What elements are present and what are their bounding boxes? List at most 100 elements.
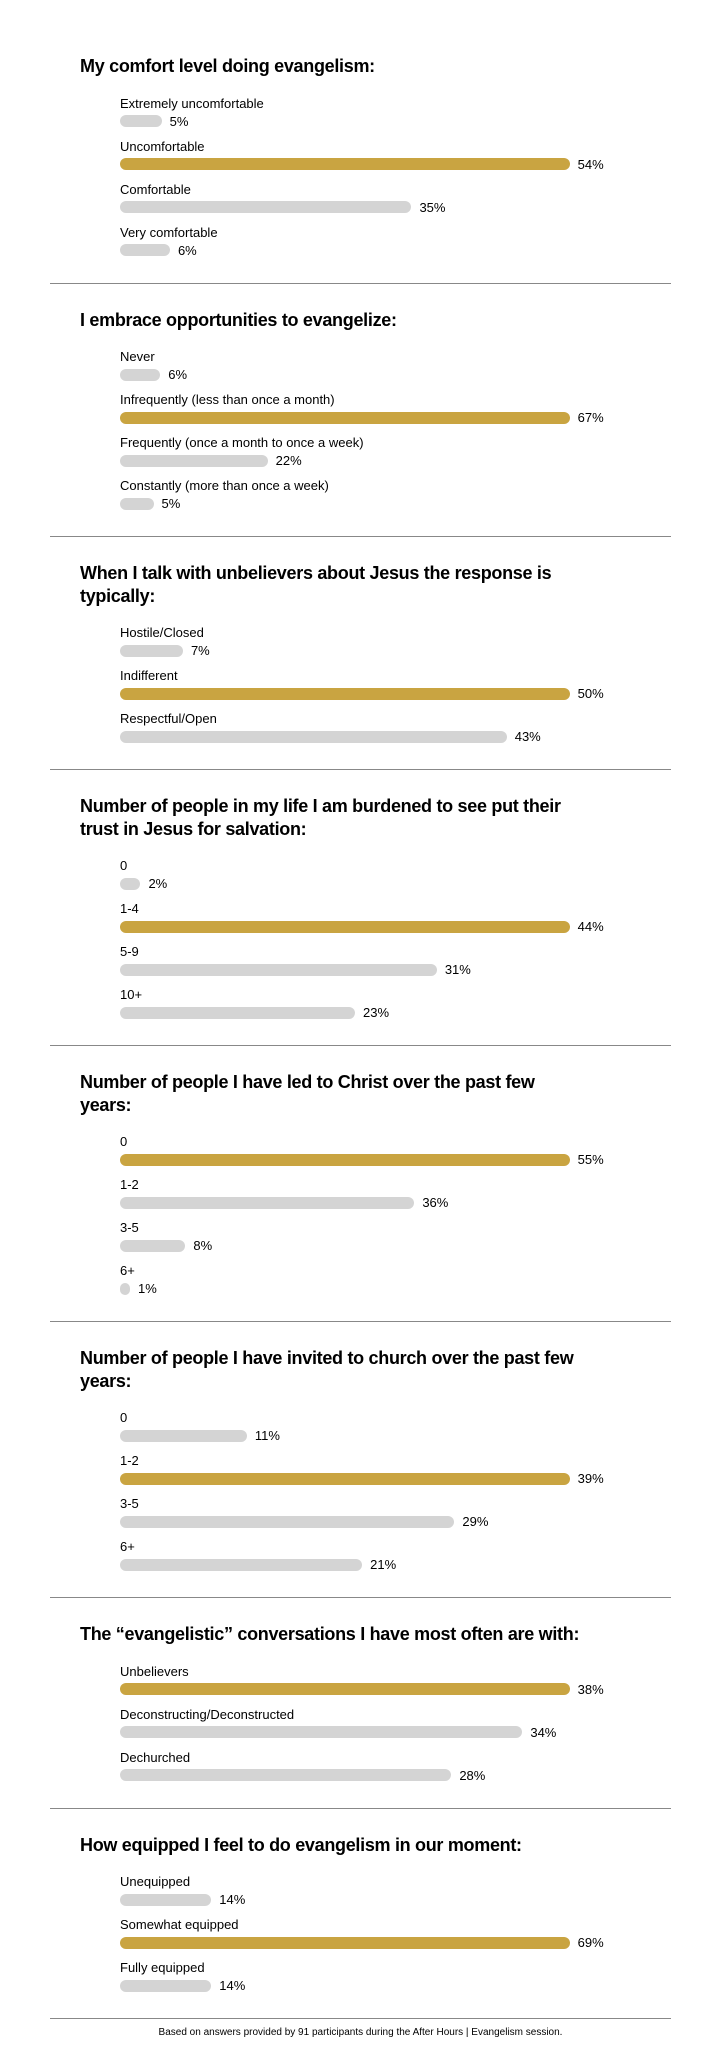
bar-default xyxy=(120,1769,451,1781)
bar-label: Comfortable xyxy=(120,182,631,197)
bar-group: Extremely uncomfortable5% Uncomfortable 54… xyxy=(120,96,631,258)
bar-label: 10+ xyxy=(120,987,631,1002)
bar-label: Unequipped xyxy=(120,1874,631,1889)
bar-track: 14% xyxy=(120,1892,631,1907)
bar-row: Hostile/Closed7% xyxy=(120,625,631,658)
bar-label: Infrequently (less than once a month) xyxy=(120,392,631,407)
bar-track: 38% xyxy=(120,1682,631,1697)
bar-highlight xyxy=(120,1154,570,1166)
bar-track: 11% xyxy=(120,1428,631,1443)
bar-row: Respectful/Open43% xyxy=(120,711,631,744)
bar-label: Dechurched xyxy=(120,1750,631,1765)
bar-label: Indifferent xyxy=(120,668,631,683)
section-title: The “evangelistic” conversations I have … xyxy=(80,1623,580,1646)
bar-track: 54% xyxy=(120,157,631,172)
bar-percent: 22% xyxy=(276,453,302,468)
bar-row: 1-239% xyxy=(120,1453,631,1486)
bar-percent: 39% xyxy=(578,1471,604,1486)
bar-track: 23% xyxy=(120,1005,631,1020)
bar-label: 3-5 xyxy=(120,1220,631,1235)
bar-default xyxy=(120,455,268,467)
bar-highlight xyxy=(120,158,570,170)
bar-default xyxy=(120,731,507,743)
survey-section: Number of people I have invited to churc… xyxy=(50,1322,671,1598)
bar-default xyxy=(120,1559,362,1571)
bar-label: Deconstructing/Deconstructed xyxy=(120,1707,631,1722)
bar-label: 1-4 xyxy=(120,901,631,916)
bar-percent: 14% xyxy=(219,1892,245,1907)
bar-row: Deconstructing/Deconstructed 34% xyxy=(120,1707,631,1740)
bar-default xyxy=(120,1430,247,1442)
bar-track: 8% xyxy=(120,1238,631,1253)
bar-percent: 31% xyxy=(445,962,471,977)
bar-highlight xyxy=(120,1473,570,1485)
bar-track: 39% xyxy=(120,1471,631,1486)
bar-highlight xyxy=(120,412,570,424)
survey-section: I embrace opportunities to evangelize:Ne… xyxy=(50,284,671,538)
bar-group: 02%1-444%5-931%10+23% xyxy=(120,858,631,1020)
bar-default xyxy=(120,1516,454,1528)
bar-percent: 23% xyxy=(363,1005,389,1020)
bar-percent: 44% xyxy=(578,919,604,934)
bar-track: 5% xyxy=(120,496,631,511)
bar-row: 011% xyxy=(120,1410,631,1443)
bar-track: 29% xyxy=(120,1514,631,1529)
bar-percent: 69% xyxy=(578,1935,604,1950)
section-title: How equipped I feel to do evangelism in … xyxy=(80,1834,580,1857)
survey-section: When I talk with unbelievers about Jesus… xyxy=(50,537,671,770)
bar-track: 22% xyxy=(120,453,631,468)
bar-label: Somewhat equipped xyxy=(120,1917,631,1932)
bar-percent: 38% xyxy=(578,1682,604,1697)
bar-track: 43% xyxy=(120,729,631,744)
bar-percent: 35% xyxy=(419,200,445,215)
bar-percent: 54% xyxy=(578,157,604,172)
survey-section: Number of people in my life I am burdene… xyxy=(50,770,671,1046)
bar-percent: 50% xyxy=(578,686,604,701)
bar-label: Constantly (more than once a week) xyxy=(120,478,631,493)
bar-track: 50% xyxy=(120,686,631,701)
bar-label: Never xyxy=(120,349,631,364)
bar-row: Comfortable 35% xyxy=(120,182,631,215)
bar-default xyxy=(120,369,160,381)
bar-row: 1-236% xyxy=(120,1177,631,1210)
bar-group: 055%1-236%3-58%6+1% xyxy=(120,1134,631,1296)
section-title: When I talk with unbelievers about Jesus… xyxy=(80,562,580,607)
section-title: Number of people in my life I am burdene… xyxy=(80,795,580,840)
bar-percent: 55% xyxy=(578,1152,604,1167)
bar-label: Frequently (once a month to once a week) xyxy=(120,435,631,450)
section-title: Number of people I have led to Christ ov… xyxy=(80,1071,580,1116)
bar-label: 1-2 xyxy=(120,1453,631,1468)
bar-default xyxy=(120,1726,522,1738)
bar-group: Hostile/Closed7% Indifferent 50% Respectful… xyxy=(120,625,631,744)
bar-percent: 1% xyxy=(138,1281,157,1296)
bar-default xyxy=(120,1007,355,1019)
bar-track: 7% xyxy=(120,643,631,658)
bar-track: 6% xyxy=(120,243,631,258)
bar-default xyxy=(120,645,183,657)
bar-default xyxy=(120,201,411,213)
bar-label: 5-9 xyxy=(120,944,631,959)
bar-label: Extremely uncomfortable xyxy=(120,96,631,111)
bar-label: Uncomfortable xyxy=(120,139,631,154)
bar-track: 2% xyxy=(120,876,631,891)
bar-highlight xyxy=(120,1937,570,1949)
bar-row: 1-444% xyxy=(120,901,631,934)
bar-row: 6+1% xyxy=(120,1263,631,1296)
bar-percent: 2% xyxy=(148,876,167,891)
section-title: My comfort level doing evangelism: xyxy=(80,55,580,78)
bar-highlight xyxy=(120,688,570,700)
bar-row: Fully equipped14% xyxy=(120,1960,631,1993)
bar-percent: 34% xyxy=(530,1725,556,1740)
section-title: Number of people I have invited to churc… xyxy=(80,1347,580,1392)
bar-track: 35% xyxy=(120,200,631,215)
bar-default xyxy=(120,964,437,976)
bar-percent: 43% xyxy=(515,729,541,744)
bar-default xyxy=(120,1240,185,1252)
bar-percent: 21% xyxy=(370,1557,396,1572)
bar-label: 3-5 xyxy=(120,1496,631,1511)
bar-percent: 11% xyxy=(255,1428,280,1443)
bar-row: Infrequently (less than once a month)67% xyxy=(120,392,631,425)
bar-label: Very comfortable xyxy=(120,225,631,240)
bar-row: Unbelievers38% xyxy=(120,1664,631,1697)
bar-row: Extremely uncomfortable5% xyxy=(120,96,631,129)
